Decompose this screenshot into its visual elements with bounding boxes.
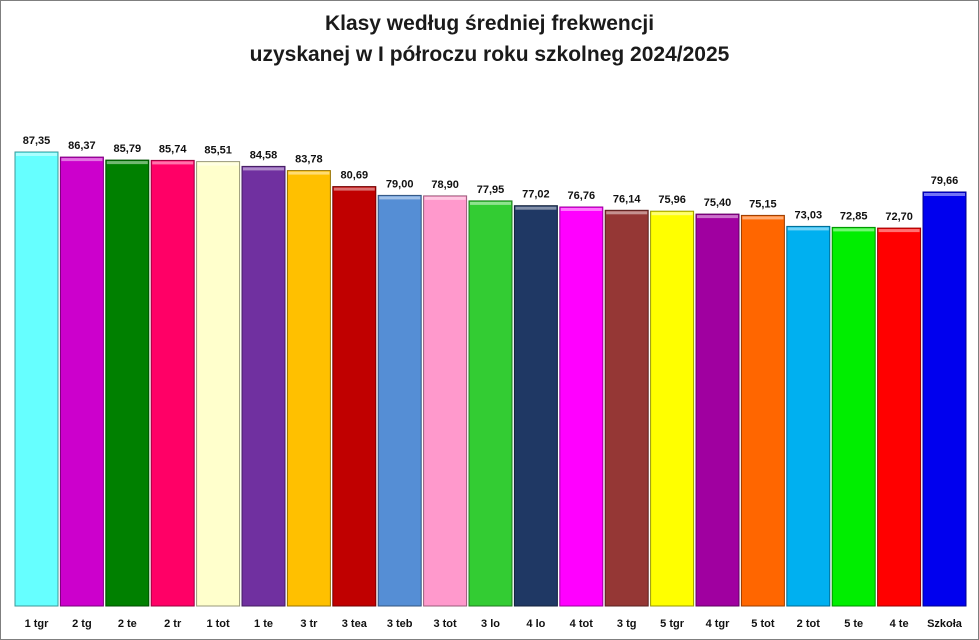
bar-bevel (197, 162, 239, 166)
category-label: 5 tgr (660, 618, 685, 630)
bar-3-lo (468, 200, 513, 607)
value-label: 76,76 (568, 190, 596, 202)
bar-3-tea (332, 186, 377, 607)
value-label: 72,85 (840, 210, 868, 222)
category-labels-group: 1 tgr 2 tg 2 te 2 tr 1 tot 1 te 3 tr 3 tea 3 teb… (25, 618, 963, 630)
bar-4-tot (559, 206, 604, 607)
category-label: 3 lo (481, 618, 500, 630)
value-label: 84,58 (250, 149, 278, 161)
bar-bevel (243, 167, 284, 171)
value-label: 77,95 (477, 184, 505, 196)
bar-bevel (787, 227, 829, 231)
bar-1-te (241, 165, 286, 607)
bar-2-tot (786, 225, 831, 607)
category-label: Szkoła (927, 618, 963, 630)
bar-1-tot (196, 161, 241, 607)
category-label: 5 tot (751, 618, 775, 630)
bar-3-tg (604, 209, 649, 607)
bar-bevel (742, 216, 784, 220)
value-label: 85,79 (114, 143, 142, 155)
category-label: 1 tgr (25, 618, 50, 630)
bar-4-te (877, 227, 922, 607)
value-label: 83,78 (295, 154, 323, 166)
value-label: 75,96 (658, 194, 686, 206)
bar-bevel (288, 171, 330, 175)
value-label: 77,02 (522, 189, 550, 201)
bar-bevel (424, 196, 466, 200)
bar-bevel (515, 206, 557, 210)
value-label: 75,40 (704, 197, 732, 209)
bar-1-tgr (14, 151, 59, 607)
bar-5-te (831, 226, 876, 607)
value-label: 75,15 (749, 198, 777, 210)
bar-4-tgr (695, 213, 740, 607)
bar-bevel (16, 153, 57, 156)
bar-bevel (152, 161, 194, 165)
value-label: 72,70 (885, 211, 913, 223)
category-label: 4 tot (570, 618, 594, 630)
bars-group (14, 151, 967, 607)
value-label: 79,00 (386, 178, 414, 190)
bar-bevel (106, 161, 148, 165)
value-label: 85,51 (204, 145, 232, 157)
bar-bevel (924, 193, 965, 196)
value-label: 87,35 (23, 135, 51, 147)
bar-bevel (379, 196, 421, 200)
category-label: 5 te (844, 618, 863, 630)
bar-4-lo (513, 205, 558, 607)
bar-5-tgr (650, 210, 695, 607)
chart-title-line-1: Klasy według średniej frekwencji (324, 12, 655, 35)
category-label: 3 teb (387, 618, 413, 630)
category-label: 2 te (118, 618, 137, 630)
chart-title: Klasy według średniej frekwencji uzyskan… (0, 8, 979, 70)
bar-bevel (333, 187, 375, 191)
value-label: 76,14 (613, 193, 641, 205)
value-label: 80,69 (341, 170, 369, 182)
category-label: 4 lo (526, 618, 545, 630)
bar-bevel (61, 158, 103, 162)
bar-5-tot (740, 214, 785, 607)
bar-bevel (606, 211, 648, 215)
bar-bevel (470, 201, 511, 205)
bar-3-tr (286, 170, 331, 607)
category-label: 3 tea (342, 618, 368, 630)
category-label: 3 tot (433, 618, 457, 630)
bar-2-tg (59, 156, 104, 607)
category-label: 1 tot (206, 618, 230, 630)
value-label: 85,74 (159, 143, 187, 155)
value-label: 73,03 (795, 209, 823, 221)
bar-szkoła (922, 191, 967, 607)
bar-bevel (651, 212, 693, 216)
category-label: 1 te (254, 618, 273, 630)
category-label: 3 tr (300, 618, 318, 630)
bar-bevel (560, 208, 602, 211)
bar-2-te (105, 159, 150, 607)
value-label: 86,37 (68, 140, 96, 152)
bar-bevel (878, 229, 920, 233)
bar-2-tr (150, 159, 195, 607)
category-label: 2 tg (72, 618, 92, 630)
value-label: 78,90 (431, 179, 459, 191)
chart-title-line-2: uzyskanej w I półroczu roku szkolneg 202… (249, 43, 730, 66)
category-label: 2 tr (164, 618, 182, 630)
value-label: 79,66 (931, 175, 959, 187)
category-label: 2 tot (797, 618, 821, 630)
bar-bevel (697, 215, 738, 219)
category-label: 4 tgr (706, 618, 731, 630)
bar-bevel (833, 228, 875, 232)
bar-3-tot (423, 195, 468, 607)
bar-3-teb (377, 194, 422, 607)
category-label: 3 tg (617, 618, 637, 630)
category-label: 4 te (890, 618, 909, 630)
value-labels-group: 87,35 86,37 85,79 85,74 85,51 84,58 83,78 80,69… (23, 135, 959, 223)
